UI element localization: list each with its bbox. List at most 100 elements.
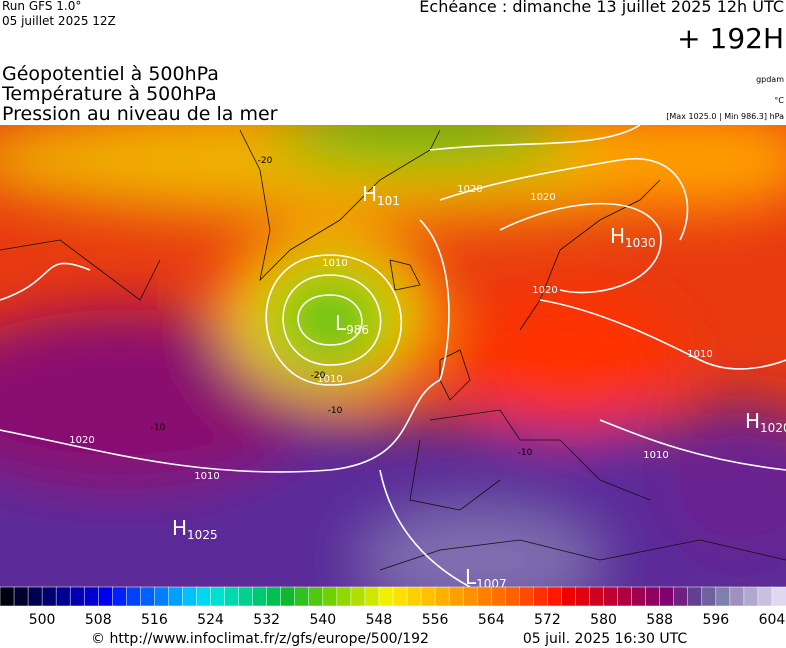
footer-time: 05 juil. 2025 16:30 UTC (523, 631, 688, 647)
color-swatch (434, 586, 450, 607)
color-swatch (687, 586, 703, 607)
footer-url[interactable]: © http://www.infoclimat.fr/z/gfs/europe/… (91, 631, 429, 647)
colorbar-tick-label: 556 (422, 612, 449, 628)
system-letter: H (362, 182, 377, 206)
color-swatch (13, 586, 29, 607)
color-swatch (322, 586, 338, 607)
color-swatch (715, 586, 731, 607)
isobar-label: 1020 (69, 435, 94, 446)
system-letter: L (465, 565, 477, 589)
color-swatch (448, 586, 464, 607)
color-swatch (294, 586, 310, 607)
temperature-label: -10 (151, 423, 166, 433)
run: Run GFS 1.0° (2, 0, 81, 13)
colorbar-tick-label: 564 (478, 612, 505, 628)
colorbar-tick-label: 580 (590, 612, 617, 628)
color-swatch (701, 586, 717, 607)
color-swatch (112, 586, 128, 607)
isobar-label: 1010 (194, 471, 219, 482)
pressure-system: H1025 (172, 516, 218, 542)
layer-unit: °C (774, 96, 784, 105)
system-value: 101 (377, 194, 400, 208)
colorbar-tick-label: 524 (197, 612, 224, 628)
color-swatch (280, 586, 296, 607)
color-swatch (729, 586, 745, 607)
color-swatch (589, 586, 605, 607)
system-letter: H (610, 224, 625, 248)
color-swatch (491, 586, 507, 607)
colorbar-tick-label: 548 (366, 612, 393, 628)
colorbar-tick-label: 604 (759, 612, 786, 628)
colorbar-tick-label: 596 (702, 612, 729, 628)
layer-name: Pression au niveau de la mer (2, 103, 278, 125)
map: H1030H1020H1025L986L1007H101101010201020… (0, 125, 786, 591)
temperature-label: -20 (258, 156, 273, 166)
color-swatch (0, 586, 15, 607)
color-swatch (182, 586, 198, 607)
isobar-label: 1010 (322, 258, 347, 269)
color-swatch (266, 586, 282, 607)
temperature-label: -10 (328, 406, 343, 416)
color-swatch (336, 586, 352, 607)
colorbar-tick-label: 508 (85, 612, 112, 628)
color-swatch (350, 586, 366, 607)
color-swatch (631, 586, 647, 607)
color-swatch (547, 586, 563, 607)
system-value: 1025 (187, 528, 218, 542)
system-value: 1007 (476, 577, 507, 591)
pressure-system: H1030 (610, 224, 656, 250)
system-value: 1030 (625, 236, 656, 250)
color-swatch (140, 586, 156, 607)
pressure-system: H1020 (745, 409, 786, 435)
lead-time: + 192H (677, 22, 784, 55)
system-value: 1020 (760, 421, 786, 435)
color-swatch (561, 586, 577, 607)
layer-unit: [Max 1025.0 | Min 986.3] hPa (666, 112, 784, 121)
color-swatch (252, 586, 268, 607)
color-swatch (659, 586, 675, 607)
pressure-system: L1007 (465, 565, 507, 591)
isobar-label: 1010 (643, 450, 668, 461)
color-swatch (406, 586, 422, 607)
color-swatch (519, 586, 535, 607)
system-letter: H (172, 516, 187, 540)
system-letter: L (335, 311, 347, 335)
color-swatch (617, 586, 633, 607)
color-swatch (27, 586, 43, 607)
isobar-label: 1020 (457, 184, 482, 195)
color-swatch (743, 586, 759, 607)
pressure-system: H101 (362, 182, 400, 208)
valid-time: Echéance : dimanche 13 juillet 2025 12h … (419, 0, 784, 16)
colorbar-tick-label: 500 (29, 612, 56, 628)
color-swatch (83, 586, 100, 607)
layer-name: Température à 500hPa (1, 83, 217, 105)
isobar-label: 1020 (532, 285, 557, 296)
color-swatch (392, 586, 408, 607)
color-swatch (420, 586, 436, 607)
temperature-label: -10 (518, 448, 533, 458)
color-swatch (308, 586, 324, 607)
color-swatch (757, 586, 773, 607)
color-swatch (673, 586, 689, 607)
system-letter: H (745, 409, 760, 433)
color-swatch (224, 586, 240, 607)
system-value: 986 (346, 323, 369, 337)
color-swatch (168, 586, 184, 607)
colorbar-tick-label: 588 (646, 612, 673, 628)
isobar-label: 1010 (687, 349, 712, 360)
color-swatch (154, 586, 170, 607)
color-swatch (505, 586, 521, 607)
colorbar-tick-label: 572 (534, 612, 561, 628)
color-swatch (126, 586, 142, 607)
layer-unit: gpdam (756, 75, 784, 84)
color-swatch (41, 586, 57, 607)
isobar-label: 1010 (317, 374, 342, 385)
run-date: 05 juillet 2025 12Z (2, 14, 116, 28)
color-swatch (364, 586, 380, 607)
color-swatch (603, 586, 619, 607)
colorbar-tick-label: 540 (309, 612, 336, 628)
color-swatch (98, 586, 114, 607)
color-swatch (69, 586, 85, 607)
isobar-label: 1020 (530, 192, 555, 203)
colorbar-tick-label: 516 (141, 612, 168, 628)
